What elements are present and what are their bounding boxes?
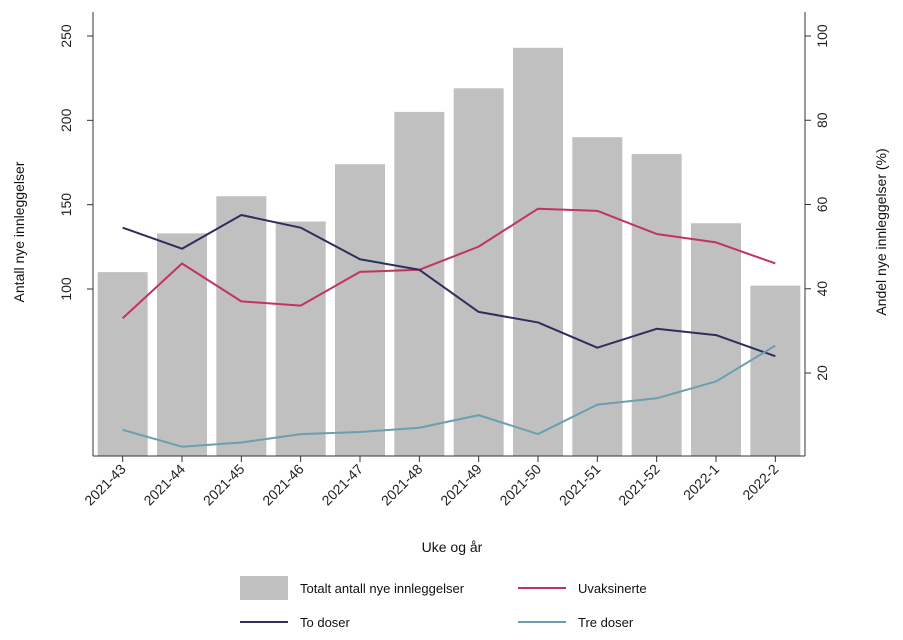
series-line-to-doser [122, 214, 776, 358]
bar-2021-45 [216, 196, 267, 456]
x-tick-label-2021-47: 2021-47 [318, 461, 366, 509]
right-tick-label-80: 80 [814, 112, 830, 128]
left-tick-group: 100 150 200 250 [58, 24, 93, 301]
bar-2021-50 [513, 47, 563, 456]
bar-2021-47 [335, 164, 385, 457]
left-tick-label-100: 100 [58, 277, 74, 301]
right-tick-label-60: 60 [814, 197, 830, 213]
bar-2021-48 [394, 111, 445, 457]
x-tick-label-2021-48: 2021-48 [378, 461, 426, 509]
x-tick-label-2022-1: 2022-1 [680, 461, 722, 503]
x-axis-title: Uke og år [422, 539, 483, 555]
x-tick-label-2021-52: 2021-52 [615, 461, 663, 509]
y-axis-title-right: Andel nye innleggelser (%) [873, 148, 889, 315]
x-tick-label-2021-46: 2021-46 [259, 461, 307, 509]
legend-label-tre-doser: Tre doser [578, 615, 634, 630]
bar-2021-51 [572, 137, 623, 456]
bar-2021-43 [97, 272, 148, 456]
legend: Totalt antall nye innleggelser Uvaksiner… [240, 576, 647, 630]
axes-group [92, 12, 806, 457]
x-tick-label-2021-44: 2021-44 [140, 461, 188, 509]
right-tick-label-40: 40 [814, 281, 830, 297]
series-line-uvaksinerte [121, 207, 776, 319]
right-tick-label-20: 20 [814, 365, 830, 381]
bar-2021-44 [157, 233, 207, 456]
left-tick-label-150: 150 [58, 193, 74, 217]
bars-group [97, 47, 801, 457]
bar-2021-46 [275, 221, 326, 456]
bar-2021-49 [453, 88, 504, 456]
legend-label-uvaksinerte: Uvaksinerte [578, 581, 647, 596]
x-tick-label-2021-51: 2021-51 [556, 461, 604, 509]
legend-label-total: Totalt antall nye innleggelser [300, 581, 465, 596]
bar-2021-52 [631, 154, 682, 457]
bar-2022-2 [750, 285, 801, 456]
right-tick-label-100: 100 [814, 24, 830, 48]
x-tick-label-2021-49: 2021-49 [437, 461, 485, 509]
right-tick-group: 20 40 60 80 100 [805, 24, 830, 381]
x-tick-label-2021-43: 2021-43 [81, 461, 129, 509]
lines-group [121, 207, 776, 448]
x-tick-label-2021-50: 2021-50 [496, 461, 544, 509]
legend-swatch-total [240, 576, 288, 600]
left-tick-label-200: 200 [58, 108, 74, 132]
legend-label-to-doser: To doser [300, 615, 351, 630]
bar-2022-1 [691, 223, 741, 456]
x-tick-group: 2021-43 2021-44 2021-45 2021-46 2021-47 2021-… [81, 456, 782, 509]
x-tick-label-2022-2: 2022-2 [739, 461, 781, 503]
series-line-tre-doser [122, 344, 776, 448]
x-tick-label-2021-45: 2021-45 [200, 461, 248, 509]
left-tick-label-250: 250 [58, 24, 74, 48]
y-axis-title-left: Antall nye innleggelser [11, 161, 27, 302]
